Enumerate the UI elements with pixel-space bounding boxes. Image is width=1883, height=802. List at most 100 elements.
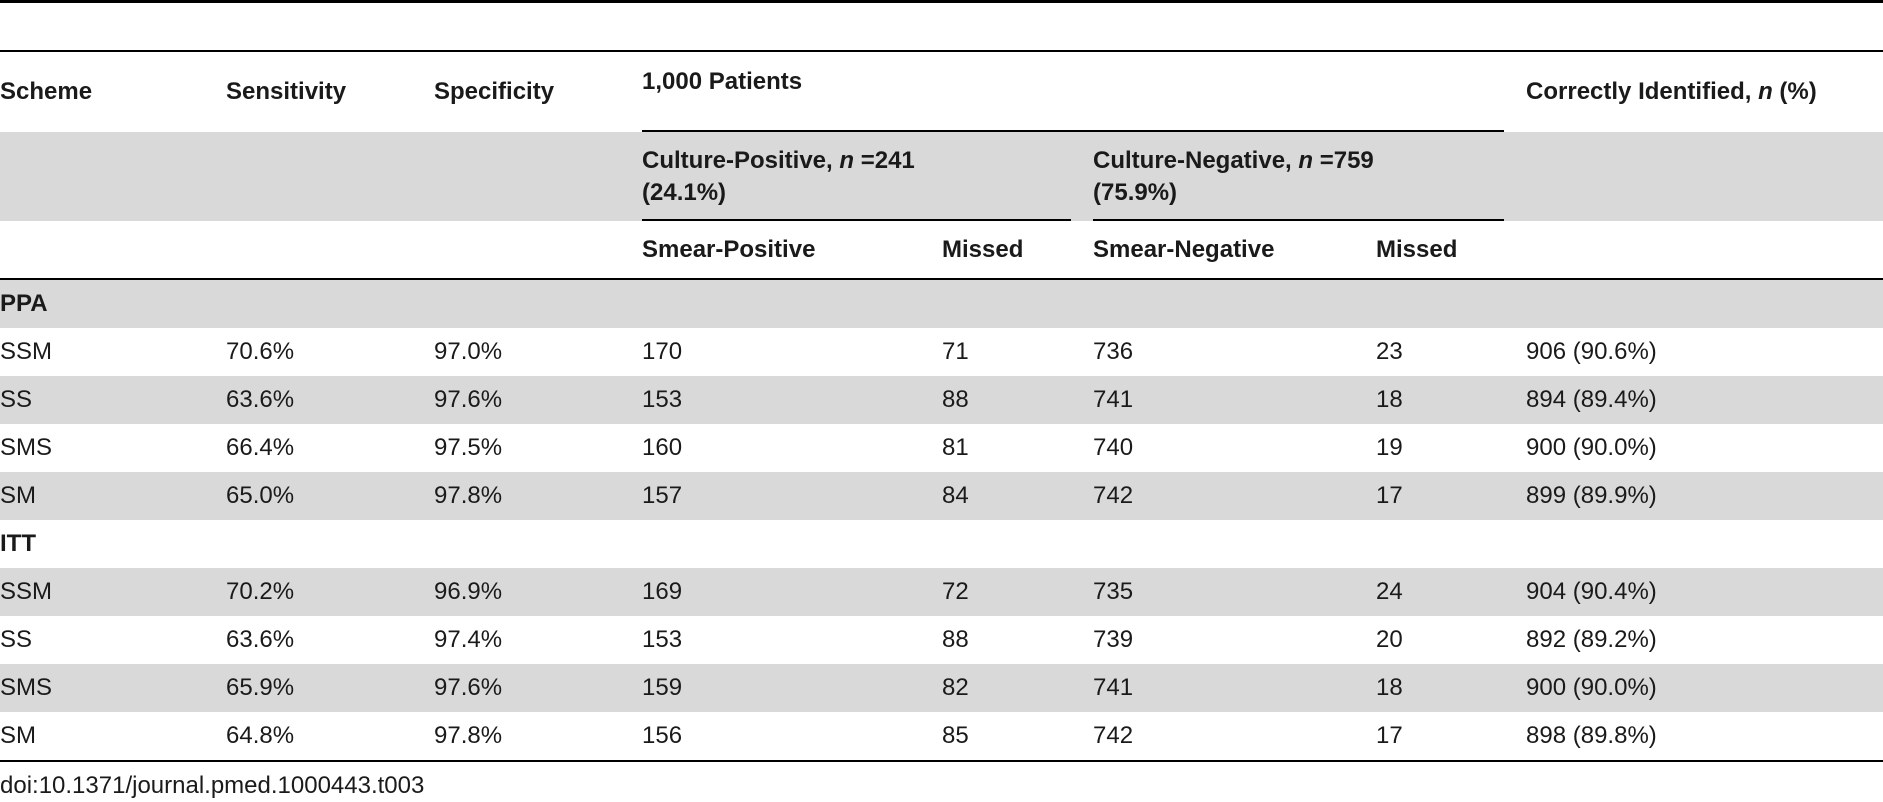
header-culture-negative-n: n bbox=[1298, 146, 1314, 174]
header-row-2: Culture-Positive, n =241 (24.1%) Culture… bbox=[0, 132, 1883, 221]
cell-scheme: SM bbox=[0, 482, 36, 509]
results-table-wrapper: Scheme Sensitivity Specificity 1,000 Pat… bbox=[0, 50, 1883, 762]
header-correctly-identified-n: n bbox=[1758, 78, 1773, 105]
cell-missed-pos: 81 bbox=[942, 434, 969, 461]
header-correctly-identified: Correctly Identified, n (%) bbox=[1526, 50, 1883, 132]
cell-smear-negative: 736 bbox=[1093, 338, 1134, 365]
cell-missed-pos: 84 bbox=[942, 482, 969, 509]
cell-scheme: SMS bbox=[0, 674, 53, 701]
header-sensitivity: Sensitivity bbox=[226, 50, 434, 132]
cell-smear-positive: 169 bbox=[642, 578, 683, 605]
cell-specificity: 97.8% bbox=[434, 482, 503, 509]
cell-sensitivity: 66.4% bbox=[226, 434, 295, 461]
table-body: PPA SSM 70.6% 97.0% 170 71 736 23 906 (90.6%) SS 6… bbox=[0, 279, 1883, 762]
table-row: SM 65.0% 97.8% 157 84 742 17 899 (89.9%) bbox=[0, 472, 1883, 520]
cell-specificity: 97.6% bbox=[434, 386, 503, 413]
top-rule bbox=[0, 0, 1883, 3]
header-culture-positive-count: =241 bbox=[854, 146, 915, 174]
header-blank-7 bbox=[434, 221, 642, 280]
header-correctly-identified-suffix: (%) bbox=[1772, 78, 1817, 105]
cell-missed-pos: 82 bbox=[942, 674, 969, 701]
cell-smear-negative: 742 bbox=[1093, 482, 1134, 509]
cell-correct: 904 (90.4%) bbox=[1526, 578, 1657, 605]
cell-scheme: SS bbox=[0, 626, 33, 653]
cell-missed-neg: 23 bbox=[1376, 338, 1403, 365]
cell-specificity: 97.5% bbox=[434, 434, 503, 461]
cell-correct: 894 (89.4%) bbox=[1526, 386, 1657, 413]
cell-specificity: 97.0% bbox=[434, 338, 503, 365]
header-blank-5 bbox=[0, 221, 226, 280]
cell-missed-pos: 71 bbox=[942, 338, 969, 365]
cell-sensitivity: 63.6% bbox=[226, 626, 295, 653]
cell-correct: 898 (89.8%) bbox=[1526, 712, 1883, 762]
header-blank-3 bbox=[434, 132, 642, 221]
table-row: SSM 70.6% 97.0% 170 71 736 23 906 (90.6%) bbox=[0, 328, 1883, 376]
cell-correct: 900 (90.0%) bbox=[1526, 674, 1657, 701]
cell-scheme: SMS bbox=[0, 434, 53, 461]
cell-sensitivity: 70.2% bbox=[226, 578, 295, 605]
cell-specificity: 96.9% bbox=[434, 578, 503, 605]
cell-sensitivity: 70.6% bbox=[226, 338, 295, 365]
table-row: SM 64.8% 97.8% 156 85 742 17 898 (89.8%) bbox=[0, 712, 1883, 762]
header-row-1: Scheme Sensitivity Specificity 1,000 Pat… bbox=[0, 50, 1883, 133]
header-blank-4 bbox=[1526, 132, 1883, 221]
section-title: ITT bbox=[0, 530, 36, 557]
table-header: Scheme Sensitivity Specificity 1,000 Pat… bbox=[0, 50, 1883, 280]
header-correctly-identified-text: Correctly Identified, bbox=[1526, 78, 1759, 105]
table-row: SMS 65.9% 97.6% 159 82 741 18 900 (90.0%) bbox=[0, 664, 1883, 712]
cell-scheme: SM bbox=[0, 712, 226, 762]
header-culture-positive-label: Culture-Positive, bbox=[642, 146, 840, 174]
section-row: PPA bbox=[0, 279, 1883, 328]
header-scheme: Scheme bbox=[0, 50, 226, 132]
cell-specificity: 97.4% bbox=[434, 626, 503, 653]
section-row: ITT bbox=[0, 520, 1883, 568]
cell-missed-pos: 88 bbox=[942, 626, 969, 653]
cell-missed-neg: 20 bbox=[1376, 626, 1403, 653]
header-culture-positive: Culture-Positive, n =241 (24.1%) bbox=[642, 132, 1093, 221]
cell-missed-pos: 85 bbox=[942, 712, 1093, 762]
cell-correct: 892 (89.2%) bbox=[1526, 626, 1657, 653]
cell-sensitivity: 63.6% bbox=[226, 386, 295, 413]
cell-missed-neg: 17 bbox=[1376, 482, 1403, 509]
header-culture-negative-pct: (75.9%) bbox=[1093, 178, 1178, 206]
cell-missed-pos: 72 bbox=[942, 578, 969, 605]
cell-smear-positive: 170 bbox=[642, 338, 683, 365]
table-row: SS 63.6% 97.6% 153 88 741 18 894 (89.4%) bbox=[0, 376, 1883, 424]
cell-missed-neg: 19 bbox=[1376, 434, 1403, 461]
cell-smear-negative: 742 bbox=[1093, 712, 1376, 762]
header-blank-2 bbox=[226, 132, 434, 221]
header-blank-8 bbox=[1526, 221, 1883, 280]
cell-smear-positive: 153 bbox=[642, 386, 683, 413]
header-blank-6 bbox=[226, 221, 434, 280]
cell-correct: 899 (89.9%) bbox=[1526, 482, 1657, 509]
cell-sensitivity: 65.9% bbox=[226, 674, 295, 701]
header-smear-negative: Smear-Negative bbox=[1093, 221, 1376, 280]
header-missed-negative: Missed bbox=[1376, 221, 1527, 280]
cell-smear-positive: 156 bbox=[642, 712, 942, 762]
cell-smear-negative: 741 bbox=[1093, 386, 1134, 413]
cell-missed-neg: 24 bbox=[1376, 578, 1403, 605]
header-patients-label: 1,000 Patients bbox=[642, 68, 803, 95]
cell-sensitivity: 64.8% bbox=[226, 712, 434, 762]
doi-caption: doi:10.1371/journal.pmed.1000443.t003 bbox=[0, 772, 425, 799]
cell-missed-neg: 18 bbox=[1376, 674, 1403, 701]
header-specificity: Specificity bbox=[434, 50, 642, 132]
results-table: Scheme Sensitivity Specificity 1,000 Pat… bbox=[0, 50, 1883, 762]
header-row-3: Smear-Positive Missed Smear-Negative Mis… bbox=[0, 221, 1883, 280]
cell-smear-negative: 740 bbox=[1093, 434, 1134, 461]
cell-smear-negative: 741 bbox=[1093, 674, 1134, 701]
cell-scheme: SSM bbox=[0, 338, 53, 365]
cell-correct: 906 (90.6%) bbox=[1526, 338, 1657, 365]
cell-smear-positive: 157 bbox=[642, 482, 683, 509]
cell-smear-positive: 160 bbox=[642, 434, 683, 461]
cell-scheme: SSM bbox=[0, 578, 53, 605]
cell-smear-positive: 153 bbox=[642, 626, 683, 653]
header-culture-negative-count: =759 bbox=[1313, 146, 1374, 174]
cell-specificity: 97.8% bbox=[434, 712, 642, 762]
header-culture-positive-n: n bbox=[839, 146, 855, 174]
cell-correct: 900 (90.0%) bbox=[1526, 434, 1657, 461]
cell-specificity: 97.6% bbox=[434, 674, 503, 701]
header-culture-positive-pct: (24.1%) bbox=[642, 178, 727, 206]
header-culture-negative: Culture-Negative, n =759 (75.9%) bbox=[1093, 132, 1526, 221]
section-title: PPA bbox=[0, 290, 48, 317]
